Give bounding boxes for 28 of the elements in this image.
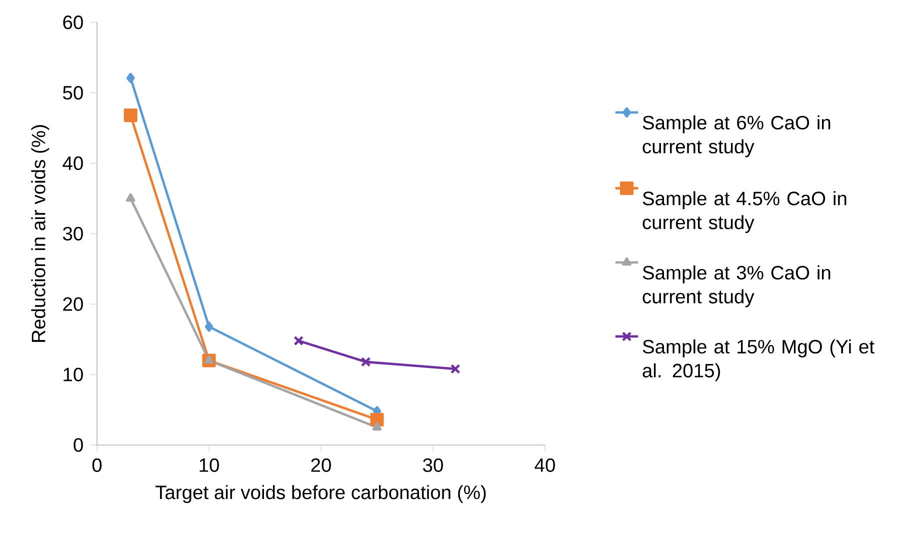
x-axis-title: Target air voids before carbonation (%)	[155, 485, 486, 504]
x-tick-label: 0	[92, 458, 102, 472]
point	[204, 321, 214, 332]
y-tick-label: 60	[63, 16, 83, 30]
y-tick-label: 0	[74, 438, 83, 452]
legend-label: Sample at 3% CaO in current study	[642, 265, 830, 308]
x-tick-label: 30	[423, 458, 443, 472]
x-tick-label: 10	[200, 458, 219, 472]
point	[126, 72, 135, 84]
point	[450, 364, 460, 374]
point	[294, 336, 304, 346]
x-tick-label: 40	[534, 458, 555, 472]
point	[126, 193, 136, 202]
y-axis-title: Reduction in air voids (%)	[31, 125, 50, 342]
legend-label: Sample at 15% MgO (Yi et al. 2015)	[642, 339, 874, 382]
legend-label: Sample at 4.5% CaO in current study	[642, 191, 846, 234]
y-tick-label: 10	[64, 368, 83, 382]
y-tick-label: 20	[63, 297, 83, 311]
y-tick-label: 40	[62, 156, 83, 170]
point	[360, 356, 371, 367]
legend-label: Sample at 6% CaO in current study	[642, 115, 830, 158]
y-tick-label: 50	[63, 86, 83, 100]
point	[124, 108, 138, 122]
point	[370, 412, 384, 426]
point	[372, 422, 382, 431]
y-tick-label: 30	[62, 226, 83, 240]
point	[204, 355, 214, 364]
x-tick-label: 20	[311, 458, 331, 472]
